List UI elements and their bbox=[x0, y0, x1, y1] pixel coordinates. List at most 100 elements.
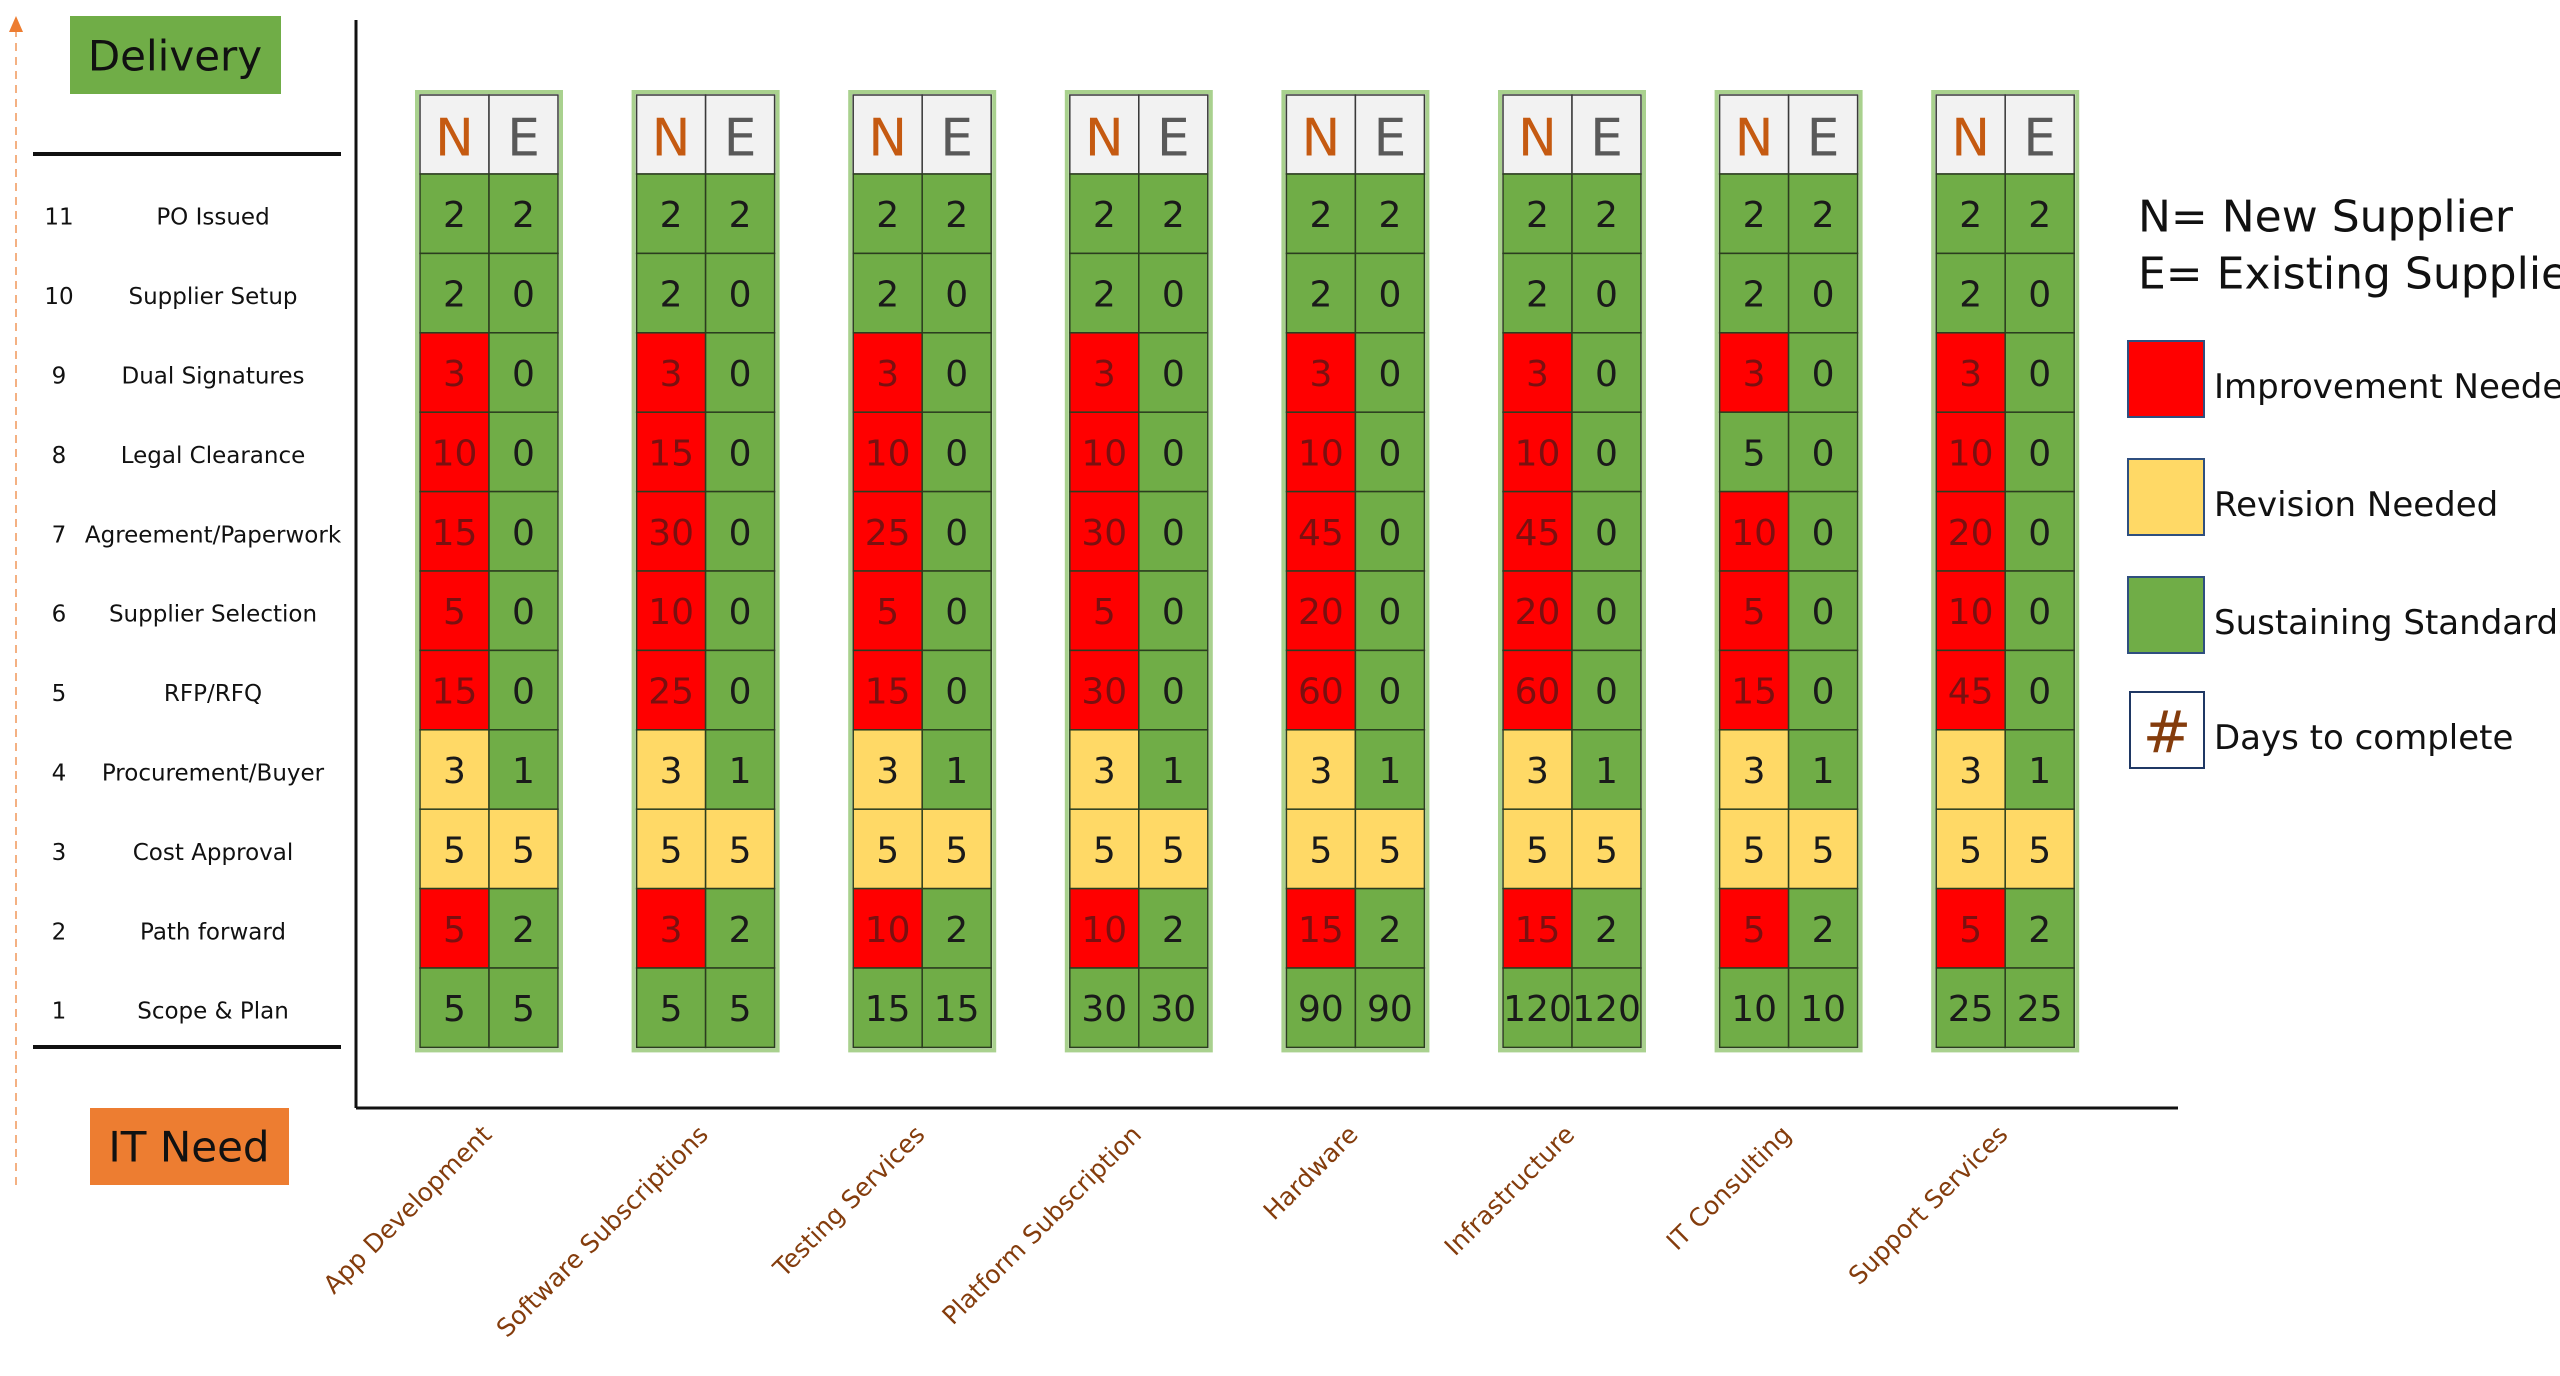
cell-value: 0 bbox=[1378, 275, 1401, 316]
cell-value: 0 bbox=[1812, 592, 1835, 633]
cell-value: 3 bbox=[876, 751, 899, 792]
cell bbox=[2004, 570, 2075, 652]
cell-value: 60 bbox=[1298, 672, 1344, 713]
cell-value: 2 bbox=[660, 275, 683, 316]
cell bbox=[1571, 967, 1642, 1049]
cell-value: 0 bbox=[1595, 275, 1618, 316]
step-label: Procurement/Buyer bbox=[102, 761, 325, 787]
cell-value: 10 bbox=[1731, 989, 1777, 1030]
header-cell bbox=[488, 94, 559, 175]
cell-value: 20 bbox=[1515, 592, 1561, 633]
category-label: Testing Services bbox=[767, 1120, 931, 1284]
step-label: Cost Approval bbox=[133, 840, 294, 866]
cell-value: 10 bbox=[865, 910, 911, 951]
cell bbox=[1138, 332, 1209, 413]
cell bbox=[921, 887, 992, 969]
column-header: E bbox=[1157, 109, 1190, 169]
cell-value: 20 bbox=[1948, 513, 1994, 554]
cell-value: 2 bbox=[1812, 195, 1835, 236]
cell-value: 5 bbox=[443, 989, 466, 1030]
cell-value: 5 bbox=[1526, 830, 1549, 871]
category-label: Software Subscriptions bbox=[491, 1120, 714, 1343]
cell bbox=[1354, 411, 1426, 493]
cell bbox=[1935, 411, 2006, 493]
cell bbox=[1354, 252, 1426, 334]
cell bbox=[1718, 411, 1790, 493]
step-label: RFP/RFQ bbox=[164, 681, 262, 707]
column-frame bbox=[1064, 90, 1213, 1053]
cell bbox=[704, 887, 776, 969]
cell-value: 2 bbox=[1743, 275, 1766, 316]
cell bbox=[1069, 411, 1140, 493]
step-label: PO Issued bbox=[156, 205, 269, 231]
step-number: 1 bbox=[52, 999, 67, 1025]
cell-value: 0 bbox=[1162, 592, 1185, 633]
legend: N= New Supplier E= Existing Supplier Impro… bbox=[2127, 192, 2560, 769]
cell bbox=[635, 173, 707, 255]
cell bbox=[1787, 967, 1859, 1049]
cell bbox=[1285, 173, 1357, 255]
cell bbox=[635, 332, 707, 413]
cell bbox=[704, 252, 776, 334]
cell bbox=[1502, 570, 1573, 652]
cell-value: 0 bbox=[2028, 275, 2051, 316]
cell bbox=[1935, 252, 2006, 334]
cell-value: 0 bbox=[729, 592, 752, 633]
cell-value: 0 bbox=[2028, 513, 2051, 554]
cell bbox=[1285, 967, 1357, 1049]
legend-label: Days to complete bbox=[2214, 718, 2513, 758]
cell-value: 25 bbox=[2017, 989, 2063, 1030]
column-header: E bbox=[507, 109, 540, 169]
cell bbox=[419, 649, 490, 731]
cell bbox=[704, 649, 776, 731]
cell bbox=[1354, 887, 1426, 969]
header-cell bbox=[1787, 94, 1859, 175]
step-label: Supplier Selection bbox=[109, 602, 317, 628]
cell-value: 2 bbox=[1526, 195, 1549, 236]
cell-value: 0 bbox=[945, 433, 968, 474]
cell-value: 2 bbox=[1595, 195, 1618, 236]
cell bbox=[488, 967, 559, 1049]
column-header: N bbox=[868, 109, 907, 169]
cell bbox=[1935, 729, 2006, 810]
cell-value: 1 bbox=[729, 751, 752, 792]
cell-value: 5 bbox=[1093, 830, 1116, 871]
cell bbox=[1285, 887, 1357, 969]
cell bbox=[488, 887, 559, 969]
step-number: 6 bbox=[52, 602, 67, 628]
cell-value: 5 bbox=[1309, 830, 1332, 871]
cell-value: 10 bbox=[865, 433, 911, 474]
cell-value: 2 bbox=[443, 275, 466, 316]
cell bbox=[1138, 887, 1209, 969]
cell-value: 1 bbox=[1378, 751, 1401, 792]
cell-value: 5 bbox=[443, 910, 466, 951]
cell-value: 2 bbox=[1162, 910, 1185, 951]
cell-value: 0 bbox=[512, 672, 535, 713]
cell bbox=[2004, 332, 2075, 413]
step-number: 4 bbox=[52, 761, 67, 787]
cell-value: 2 bbox=[1378, 910, 1401, 951]
cell bbox=[1138, 252, 1209, 334]
cell bbox=[1502, 887, 1573, 969]
cell-value: 0 bbox=[729, 513, 752, 554]
cell-value: 5 bbox=[512, 830, 535, 871]
cell bbox=[2004, 808, 2075, 890]
cell-value: 0 bbox=[1812, 275, 1835, 316]
cell-value: 0 bbox=[512, 275, 535, 316]
column-frame bbox=[631, 90, 780, 1053]
cell bbox=[1069, 252, 1140, 334]
cell-value: 0 bbox=[512, 354, 535, 395]
column-header: N bbox=[1951, 109, 1990, 169]
cell-value: 15 bbox=[1731, 672, 1777, 713]
cell bbox=[704, 332, 776, 413]
cell-value: 0 bbox=[1162, 513, 1185, 554]
cell-value: 0 bbox=[1378, 672, 1401, 713]
header-cell bbox=[921, 94, 992, 175]
cell-value: 3 bbox=[660, 751, 683, 792]
cell-value: 1 bbox=[512, 751, 535, 792]
cell bbox=[1502, 490, 1573, 572]
step-label: Dual Signatures bbox=[121, 364, 304, 390]
